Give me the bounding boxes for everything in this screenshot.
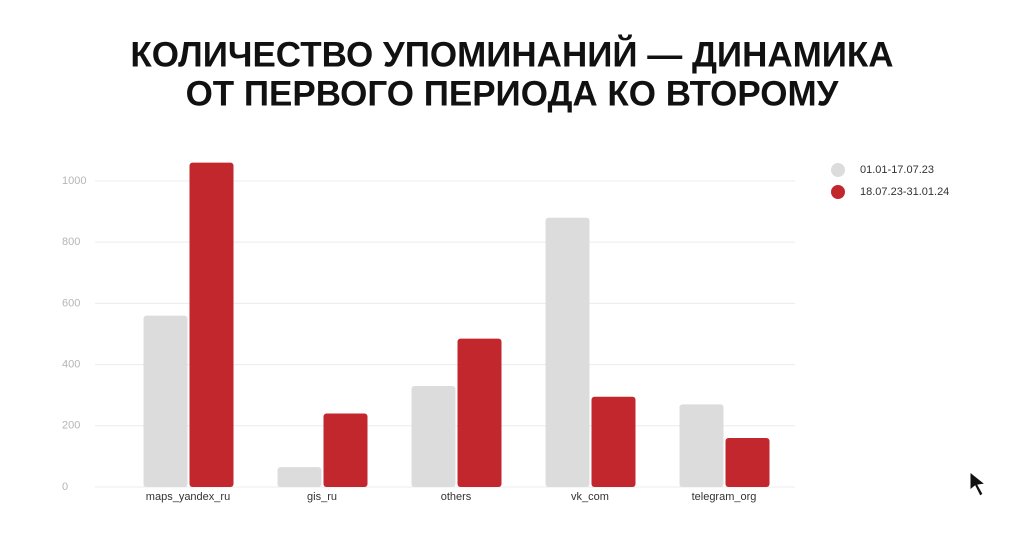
bar — [277, 467, 322, 487]
y-tick-label: 400 — [62, 358, 80, 370]
bar — [545, 217, 590, 487]
bar — [457, 338, 502, 487]
bar — [591, 396, 636, 487]
y-tick-label: 800 — [62, 236, 80, 248]
legend-label: 01.01-17.07.23 — [860, 164, 934, 176]
bar — [143, 315, 188, 487]
x-tick-label: vk_com — [571, 491, 609, 503]
y-tick-label: 1000 — [62, 175, 86, 187]
chart-title: КОЛИЧЕСТВО УПОМИНАНИЙ — ДИНАМИКА — [130, 34, 893, 74]
y-tick-label: 0 — [62, 481, 68, 493]
legend-marker — [831, 185, 845, 199]
bar — [323, 413, 368, 487]
cursor — [969, 470, 987, 497]
bar — [725, 438, 770, 487]
chart-title: ОТ ПЕРВОГО ПЕРИОДА КО ВТОРОМУ — [186, 74, 840, 113]
y-tick-label: 600 — [62, 297, 80, 309]
legend-label: 18.07.23-31.01.24 — [860, 186, 949, 198]
x-tick-label: telegram_org — [692, 491, 757, 503]
bar — [679, 404, 724, 487]
x-tick-label: maps_yandex_ru — [146, 491, 230, 503]
x-tick-label: gis_ru — [307, 491, 337, 503]
bar — [189, 162, 234, 488]
bar — [411, 386, 456, 487]
legend-marker — [831, 163, 845, 177]
y-tick-label: 200 — [62, 420, 80, 432]
x-tick-label: others — [441, 491, 472, 503]
